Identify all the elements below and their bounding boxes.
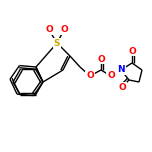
Text: O: O bbox=[107, 71, 115, 81]
Text: O: O bbox=[60, 26, 68, 35]
Text: O: O bbox=[118, 83, 126, 92]
Text: O: O bbox=[45, 26, 53, 35]
Text: O: O bbox=[97, 55, 105, 64]
Text: N: N bbox=[117, 66, 125, 74]
Text: S: S bbox=[54, 38, 60, 47]
Text: O: O bbox=[128, 47, 136, 55]
Text: O: O bbox=[86, 71, 94, 81]
